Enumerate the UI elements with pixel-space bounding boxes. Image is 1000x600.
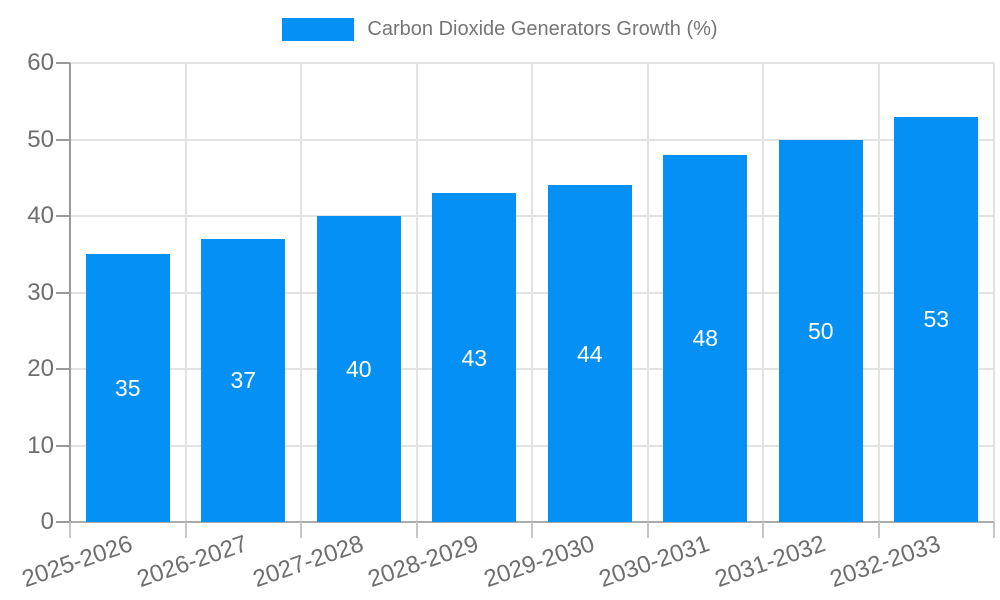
v-gridline bbox=[300, 63, 302, 522]
x-axis-tick bbox=[184, 522, 187, 538]
y-axis-tick bbox=[56, 521, 70, 523]
bar bbox=[316, 216, 401, 522]
x-axis-tick bbox=[69, 522, 71, 538]
bar bbox=[778, 139, 863, 522]
x-axis-tick bbox=[531, 522, 533, 538]
x-axis-tick bbox=[993, 522, 995, 538]
y-axis-tick bbox=[56, 291, 70, 294]
bar bbox=[663, 154, 748, 522]
x-tick-label: 2029-2030 bbox=[480, 530, 598, 594]
x-axis-tick bbox=[300, 522, 302, 538]
legend-swatch-icon bbox=[282, 18, 355, 41]
bar-value-label: 53 bbox=[923, 306, 950, 333]
x-tick-label: 2026-2027 bbox=[134, 530, 252, 594]
bar-value-label: 37 bbox=[230, 367, 257, 394]
y-axis-line bbox=[69, 63, 71, 538]
y-tick-label: 20 bbox=[27, 355, 54, 382]
legend-label: Carbon Dioxide Generators Growth (%) bbox=[367, 18, 718, 40]
bar bbox=[894, 116, 979, 522]
x-tick-label: 2027-2028 bbox=[249, 530, 367, 594]
x-tick-label: 2028-2029 bbox=[365, 530, 483, 594]
y-axis-tick bbox=[56, 215, 70, 217]
legend[interactable]: Carbon Dioxide Generators Growth (%) bbox=[0, 18, 1000, 41]
x-tick-label: 2031-2032 bbox=[711, 530, 829, 594]
plot-area: 35 37 40 43 44 48 50 53 bbox=[70, 62, 995, 523]
x-axis-tick bbox=[877, 522, 880, 538]
bar bbox=[547, 185, 632, 522]
x-tick-label: 2030-2031 bbox=[596, 530, 714, 594]
y-tick-label: 0 bbox=[40, 508, 54, 535]
bar-value-label: 50 bbox=[807, 317, 834, 344]
bar-value-label: 40 bbox=[345, 356, 372, 382]
x-tick-label: 2032-2033 bbox=[827, 530, 945, 594]
y-axis-tick bbox=[56, 444, 70, 447]
bar bbox=[85, 254, 170, 522]
v-gridline bbox=[531, 63, 533, 522]
y-tick-label: 30 bbox=[27, 278, 54, 306]
bar bbox=[201, 238, 286, 522]
v-gridline bbox=[646, 63, 649, 522]
y-axis-tick bbox=[56, 368, 70, 370]
bar bbox=[432, 193, 517, 522]
v-gridline bbox=[877, 63, 880, 522]
bar-value-label: 44 bbox=[576, 340, 603, 367]
x-tick-label: 2025-2026 bbox=[18, 530, 136, 594]
y-tick-label: 50 bbox=[27, 125, 54, 153]
v-gridline bbox=[415, 63, 418, 522]
y-tick-label: 40 bbox=[27, 202, 54, 229]
bar-value-label: 43 bbox=[461, 344, 488, 371]
y-axis-tick bbox=[56, 138, 70, 141]
bar-value-label: 48 bbox=[692, 325, 719, 352]
x-axis-tick bbox=[646, 522, 649, 538]
y-tick-label: 10 bbox=[27, 431, 54, 459]
x-axis-tick bbox=[762, 522, 764, 538]
bar-value-label: 35 bbox=[114, 375, 141, 402]
v-gridline bbox=[762, 63, 764, 522]
y-tick-label: 60 bbox=[27, 49, 54, 76]
x-axis-tick bbox=[415, 522, 418, 538]
v-gridline bbox=[993, 63, 995, 522]
y-axis-tick bbox=[56, 62, 70, 64]
v-gridline bbox=[184, 63, 187, 522]
